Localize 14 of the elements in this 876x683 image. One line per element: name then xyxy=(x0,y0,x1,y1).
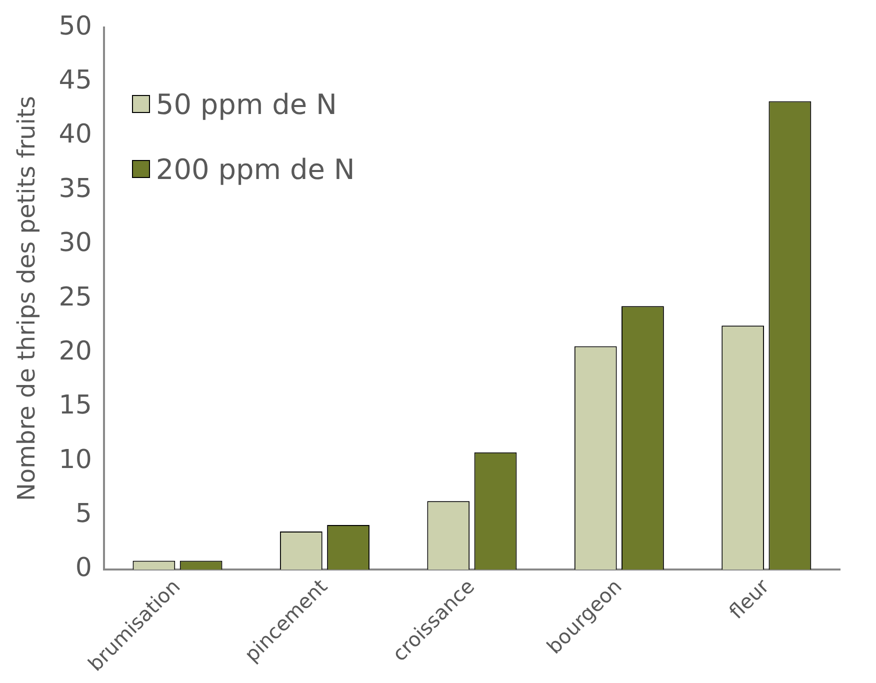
y-tick-label: 20 xyxy=(58,336,92,366)
y-tick-label: 10 xyxy=(58,444,92,475)
legend-label: 50 ppm de N xyxy=(156,88,337,121)
legend-label: 200 ppm de N xyxy=(156,152,355,186)
y-axis-title: Nombre de thrips des petits fruits xyxy=(12,96,41,502)
y-tick-label: 0 xyxy=(75,553,92,584)
y-tick-label: 25 xyxy=(58,282,92,312)
y-tick-label: 50 xyxy=(58,11,92,42)
y-tick-label: 5 xyxy=(75,499,92,530)
y-tick-label: 35 xyxy=(58,174,92,204)
y-tick-label: 30 xyxy=(58,228,92,258)
y-tick-label: 45 xyxy=(58,66,92,96)
y-tick-label: 15 xyxy=(58,390,92,421)
y-tick-label: 40 xyxy=(58,120,92,150)
